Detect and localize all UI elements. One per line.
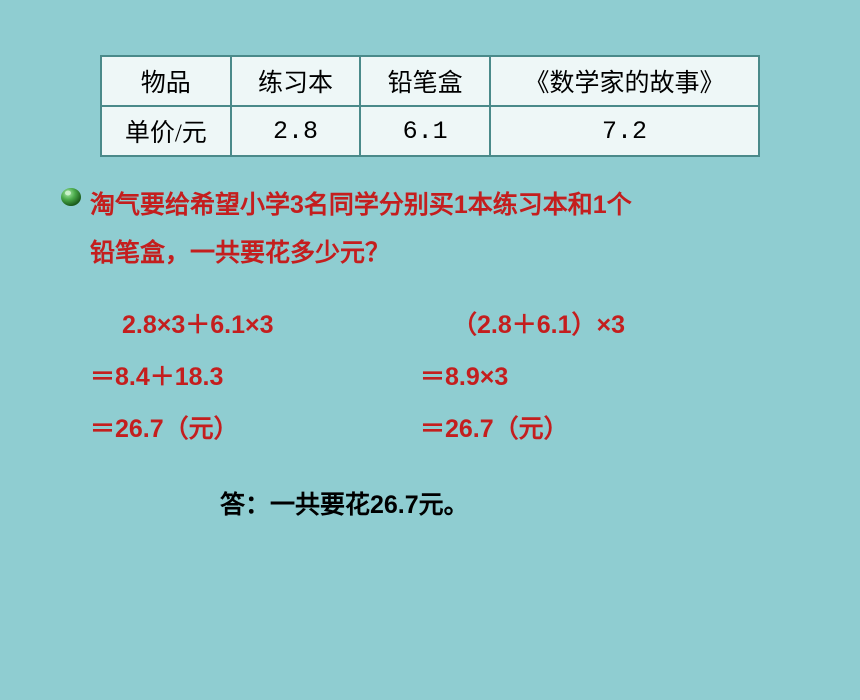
calc-left-line1: 2.8×3＋6.1×3 bbox=[90, 305, 420, 341]
price-table-container: 物品 练习本 铅笔盒 《数学家的故事》 单价/元 2.8 6.1 7.2 bbox=[100, 55, 760, 157]
calc-left-line3: ＝26.7（元） bbox=[90, 409, 420, 445]
price-pencilcase: 6.1 bbox=[360, 106, 490, 156]
row-label: 单价/元 bbox=[101, 106, 231, 156]
calc-left-line2: ＝8.4＋18.3 bbox=[90, 357, 420, 393]
header-pencilcase: 铅笔盒 bbox=[360, 56, 490, 106]
calc-left-column: 2.8×3＋6.1×3 ＝8.4＋18.3 ＝26.7（元） bbox=[90, 305, 420, 445]
table-header-row: 物品 练习本 铅笔盒 《数学家的故事》 bbox=[101, 56, 759, 106]
calculations: 2.8×3＋6.1×3 ＝8.4＋18.3 ＝26.7（元） （2.8＋6.1）… bbox=[90, 305, 860, 445]
question-line2: 铅笔盒，一共要花多少元？ bbox=[90, 239, 390, 267]
table-price-row: 单价/元 2.8 6.1 7.2 bbox=[101, 106, 759, 156]
price-book: 7.2 bbox=[490, 106, 759, 156]
calc-right-line1: （2.8＋6.1）×3 bbox=[420, 305, 750, 341]
calc-right-line3: ＝26.7（元） bbox=[420, 409, 750, 445]
header-item: 物品 bbox=[101, 56, 231, 106]
question-line1: 淘气要给希望小学3名同学分别买1本练习本和1个 bbox=[90, 191, 632, 219]
calc-right-line2: ＝8.9×3 bbox=[420, 357, 750, 393]
bullet-icon bbox=[60, 185, 82, 207]
calc-right-column: （2.8＋6.1）×3 ＝8.9×3 ＝26.7（元） bbox=[420, 305, 750, 445]
header-book: 《数学家的故事》 bbox=[490, 56, 759, 106]
answer-text: 答：一共要花26.7元。 bbox=[220, 485, 860, 521]
header-notebook: 练习本 bbox=[231, 56, 361, 106]
price-table: 物品 练习本 铅笔盒 《数学家的故事》 单价/元 2.8 6.1 7.2 bbox=[100, 55, 760, 157]
question-block: 淘气要给希望小学3名同学分别买1本练习本和1个 铅笔盒，一共要花多少元？ bbox=[90, 182, 860, 277]
price-notebook: 2.8 bbox=[231, 106, 361, 156]
question-text: 淘气要给希望小学3名同学分别买1本练习本和1个 铅笔盒，一共要花多少元？ bbox=[90, 182, 860, 277]
